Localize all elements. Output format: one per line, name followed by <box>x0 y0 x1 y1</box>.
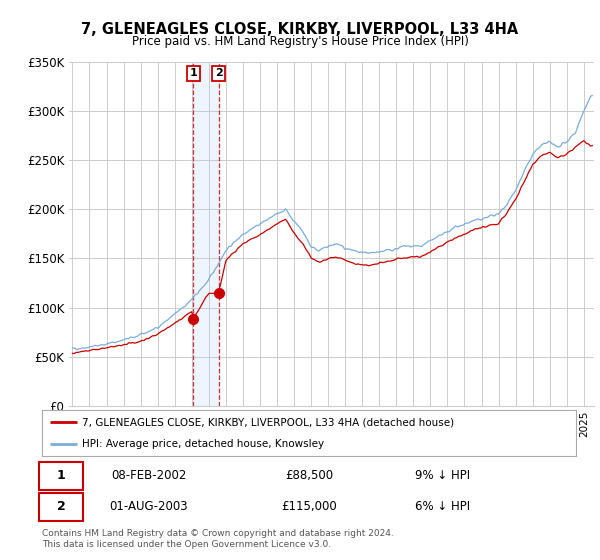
Text: Contains HM Land Registry data © Crown copyright and database right 2024.
This d: Contains HM Land Registry data © Crown c… <box>42 529 394 549</box>
Text: 7, GLENEAGLES CLOSE, KIRKBY, LIVERPOOL, L33 4HA: 7, GLENEAGLES CLOSE, KIRKBY, LIVERPOOL, … <box>82 22 518 38</box>
Text: 2: 2 <box>215 68 223 78</box>
Text: 9% ↓ HPI: 9% ↓ HPI <box>415 469 470 483</box>
Text: £115,000: £115,000 <box>281 500 337 514</box>
Text: 08-FEB-2002: 08-FEB-2002 <box>111 469 187 483</box>
Bar <box>193 62 218 406</box>
Text: 01-AUG-2003: 01-AUG-2003 <box>109 500 188 514</box>
Text: 1: 1 <box>57 469 65 483</box>
FancyBboxPatch shape <box>40 462 83 490</box>
Text: 2: 2 <box>57 500 65 514</box>
Text: £88,500: £88,500 <box>285 469 333 483</box>
Text: HPI: Average price, detached house, Knowsley: HPI: Average price, detached house, Know… <box>82 440 324 450</box>
Text: Price paid vs. HM Land Registry's House Price Index (HPI): Price paid vs. HM Land Registry's House … <box>131 35 469 48</box>
FancyBboxPatch shape <box>40 493 83 521</box>
Text: 7, GLENEAGLES CLOSE, KIRKBY, LIVERPOOL, L33 4HA (detached house): 7, GLENEAGLES CLOSE, KIRKBY, LIVERPOOL, … <box>82 417 454 427</box>
Text: 1: 1 <box>190 68 197 78</box>
Text: 6% ↓ HPI: 6% ↓ HPI <box>415 500 470 514</box>
